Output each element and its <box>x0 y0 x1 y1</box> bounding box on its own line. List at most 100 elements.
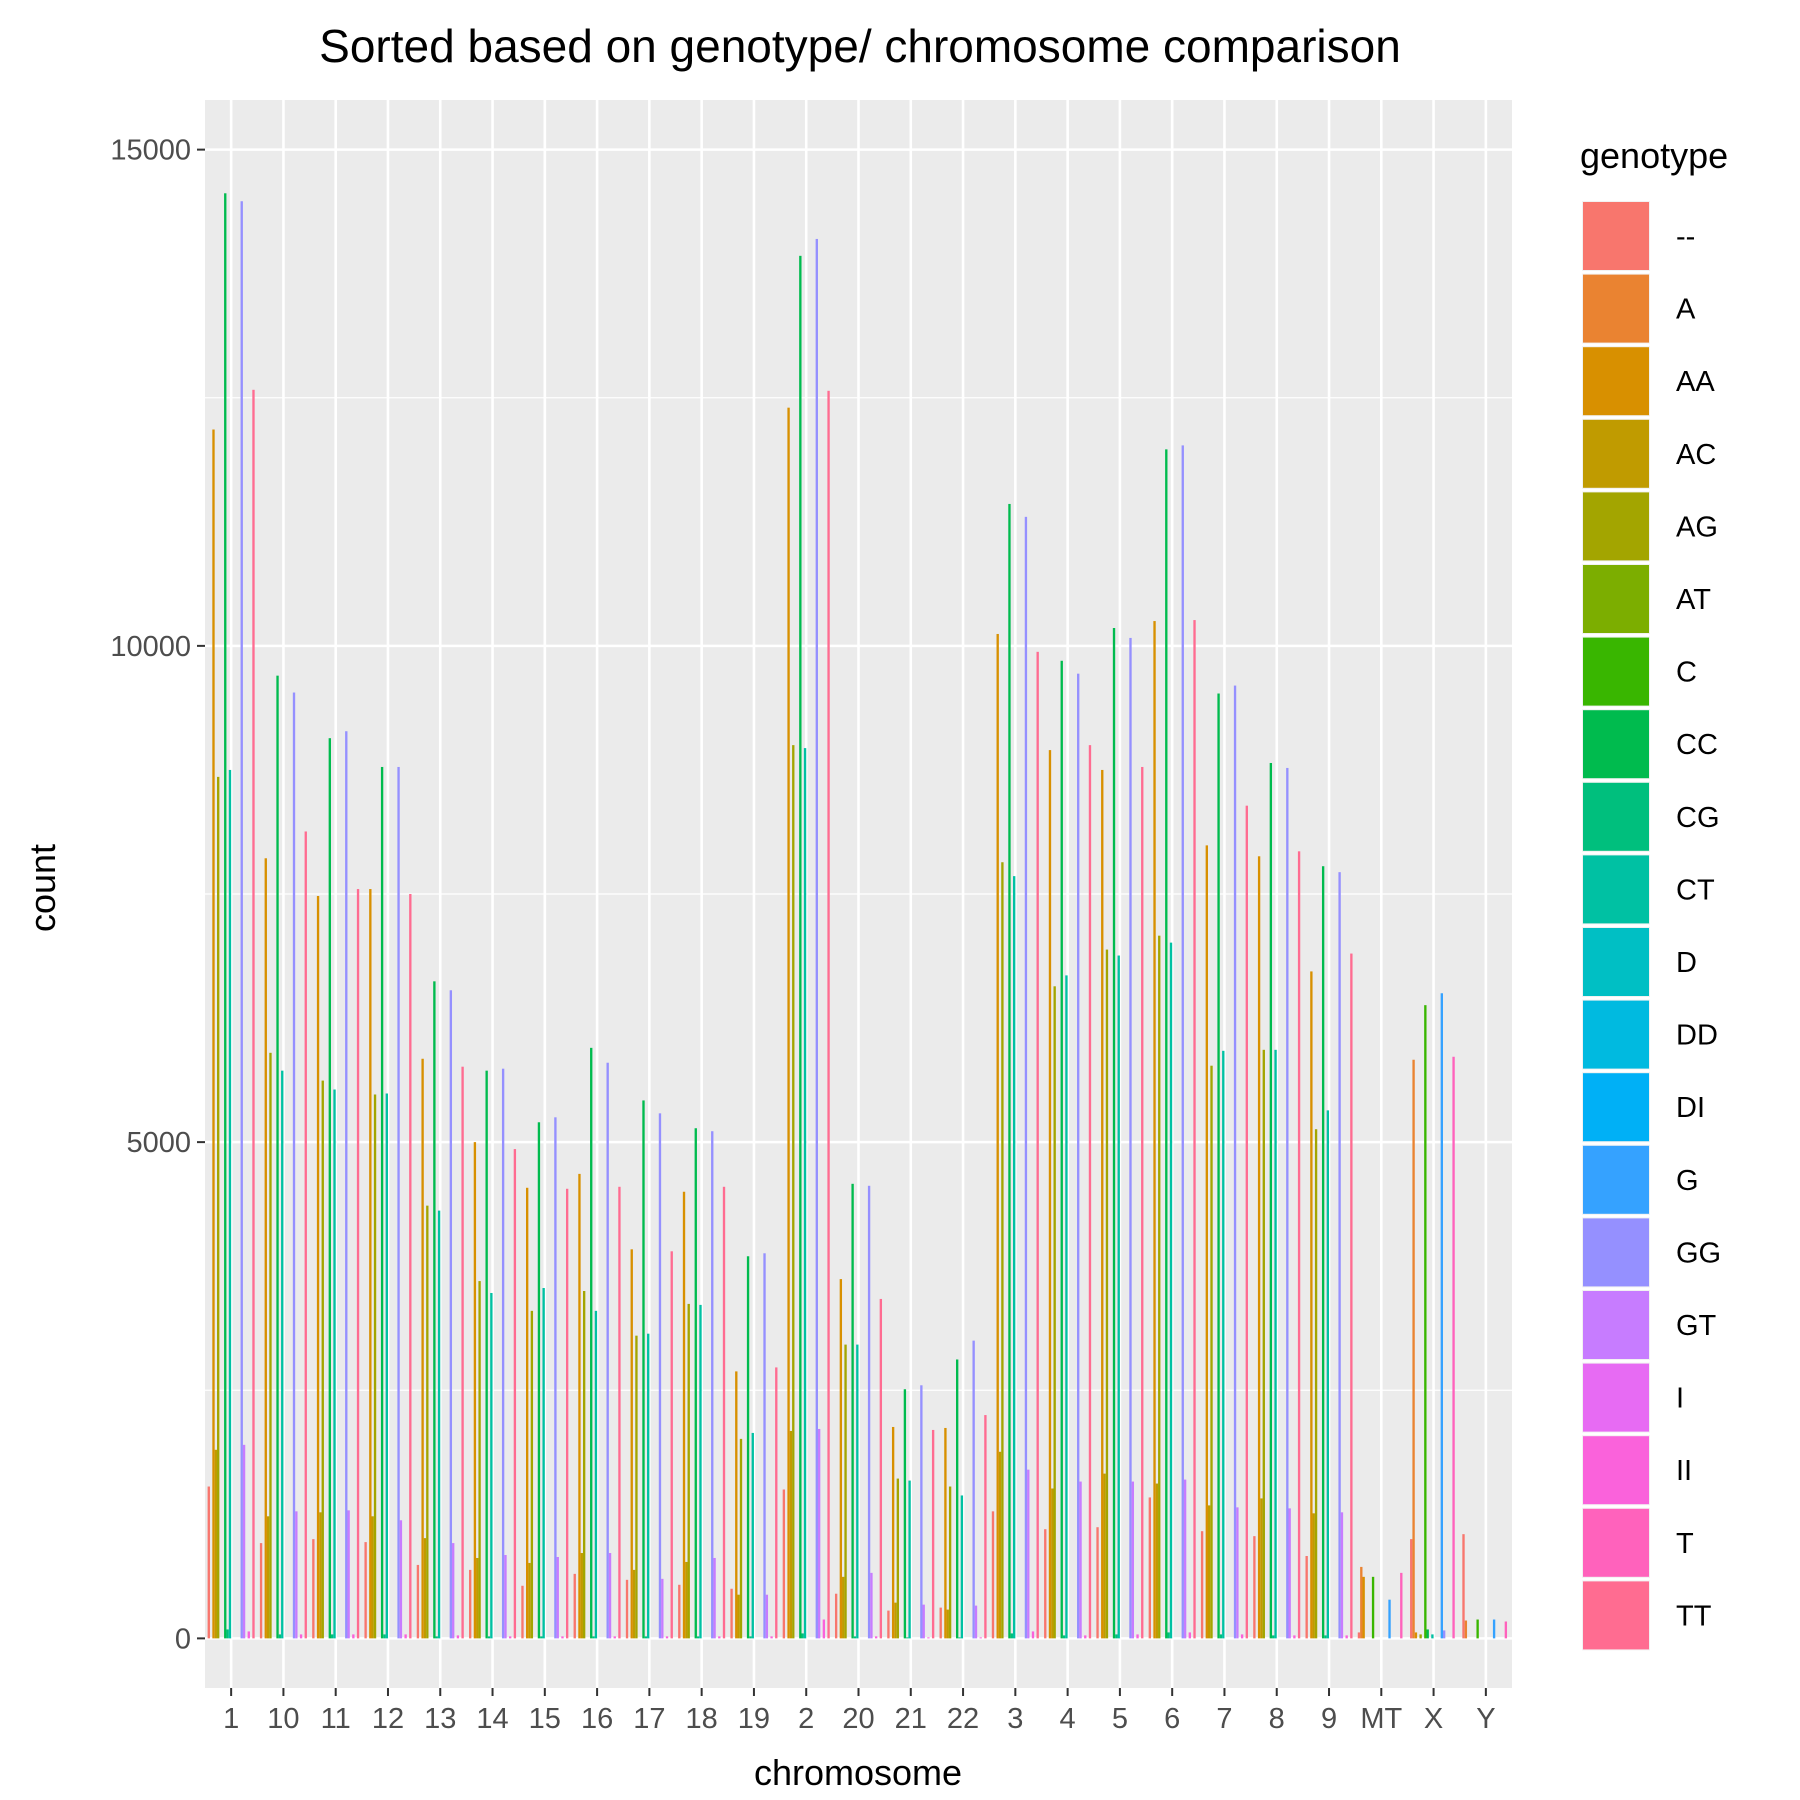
bar <box>1338 872 1341 1639</box>
bar <box>737 1594 740 1639</box>
bar <box>1048 750 1052 1639</box>
bar <box>1371 1576 1375 1639</box>
bar <box>608 1553 612 1639</box>
bar <box>1062 1635 1066 1639</box>
bar <box>592 1636 595 1639</box>
bar <box>887 1610 890 1639</box>
bar <box>437 1210 441 1639</box>
bar <box>578 1173 581 1639</box>
x-tick-label: Y <box>1476 1703 1495 1735</box>
bar <box>228 769 232 1639</box>
legend-label: CG <box>1676 802 1720 834</box>
bar <box>1024 516 1028 1639</box>
bar <box>1233 685 1237 1639</box>
bar <box>1414 1632 1418 1639</box>
bar <box>373 1094 377 1639</box>
bar <box>252 389 255 1639</box>
bar <box>765 1594 769 1639</box>
bar <box>1219 1634 1223 1639</box>
legend-swatch <box>1583 855 1649 924</box>
bar <box>1008 503 1011 1639</box>
bar <box>369 889 372 1639</box>
bar <box>1148 1497 1151 1639</box>
bar <box>815 238 818 1639</box>
bar <box>1044 1529 1047 1639</box>
legend-swatch <box>1583 1218 1649 1287</box>
bar <box>364 1542 367 1639</box>
bar <box>530 1310 534 1639</box>
bar <box>822 1619 826 1639</box>
bar <box>565 1188 569 1639</box>
bar <box>1117 955 1120 1639</box>
legend-item: C <box>1582 636 1697 707</box>
legend-swatch <box>1583 1363 1649 1432</box>
bar <box>1431 1634 1434 1639</box>
bar <box>974 1605 978 1639</box>
bar <box>226 1629 229 1639</box>
bar <box>1345 1635 1348 1639</box>
bar <box>264 858 267 1639</box>
bar <box>1305 1556 1308 1639</box>
bar <box>1293 1635 1296 1639</box>
legend-label: I <box>1676 1383 1684 1415</box>
bar <box>1060 660 1063 1639</box>
bar <box>469 1569 472 1639</box>
x-tick-label: 8 <box>1269 1703 1285 1735</box>
legend-label: T <box>1676 1528 1694 1560</box>
legend-item: DD <box>1582 999 1718 1070</box>
bar <box>276 675 279 1639</box>
legend-swatch <box>1583 1145 1649 1214</box>
legend-swatch <box>1583 202 1649 270</box>
x-tick-label: 6 <box>1164 1703 1180 1735</box>
bar <box>356 889 360 1639</box>
legend-label: DD <box>1676 1020 1718 1052</box>
bar <box>1326 1110 1330 1639</box>
legend-swatch <box>1583 1291 1649 1359</box>
legend-item: CT <box>1582 854 1715 925</box>
bar <box>1084 1635 1087 1639</box>
bar <box>316 895 320 1639</box>
legend-swatch <box>1583 710 1649 779</box>
bar <box>817 1428 821 1639</box>
legend-item: GT <box>1582 1290 1717 1360</box>
legend-swatch <box>1583 1073 1649 1142</box>
bar <box>694 1128 697 1639</box>
legend-label: GT <box>1676 1310 1717 1342</box>
bar <box>1053 986 1056 1639</box>
bar <box>1012 876 1016 1639</box>
bar <box>635 1335 638 1639</box>
bar <box>1476 1619 1479 1639</box>
bar <box>1188 1632 1191 1639</box>
legend-label: DI <box>1676 1092 1705 1124</box>
bar <box>922 1604 925 1639</box>
x-tick-label: 10 <box>267 1703 299 1735</box>
bar <box>435 1636 438 1639</box>
bar <box>678 1584 681 1639</box>
legend-label: GG <box>1676 1237 1721 1269</box>
legend-item: AC <box>1582 418 1716 489</box>
bar <box>1324 1635 1327 1639</box>
legend-swatch <box>1583 1436 1649 1505</box>
bar <box>782 1489 786 1639</box>
bar <box>1141 766 1144 1639</box>
bar <box>485 1070 488 1639</box>
x-tick-label: 3 <box>1007 1703 1023 1735</box>
legend-swatch <box>1583 782 1649 851</box>
bar <box>1253 1536 1256 1639</box>
bar <box>1031 1631 1035 1639</box>
bar <box>1115 1634 1118 1639</box>
bar <box>207 1486 210 1639</box>
bar <box>580 1553 583 1639</box>
bar <box>894 1602 897 1639</box>
x-tick-label: X <box>1424 1703 1443 1735</box>
bar <box>1169 942 1173 1639</box>
bar <box>490 1292 493 1639</box>
x-tick-label: 22 <box>947 1703 979 1735</box>
bar <box>763 1253 766 1639</box>
bar <box>1492 1619 1496 1639</box>
bar <box>426 1205 429 1639</box>
bar <box>1181 445 1184 1639</box>
bar <box>242 1444 246 1639</box>
bar <box>625 1579 629 1639</box>
bar <box>1260 1498 1263 1639</box>
